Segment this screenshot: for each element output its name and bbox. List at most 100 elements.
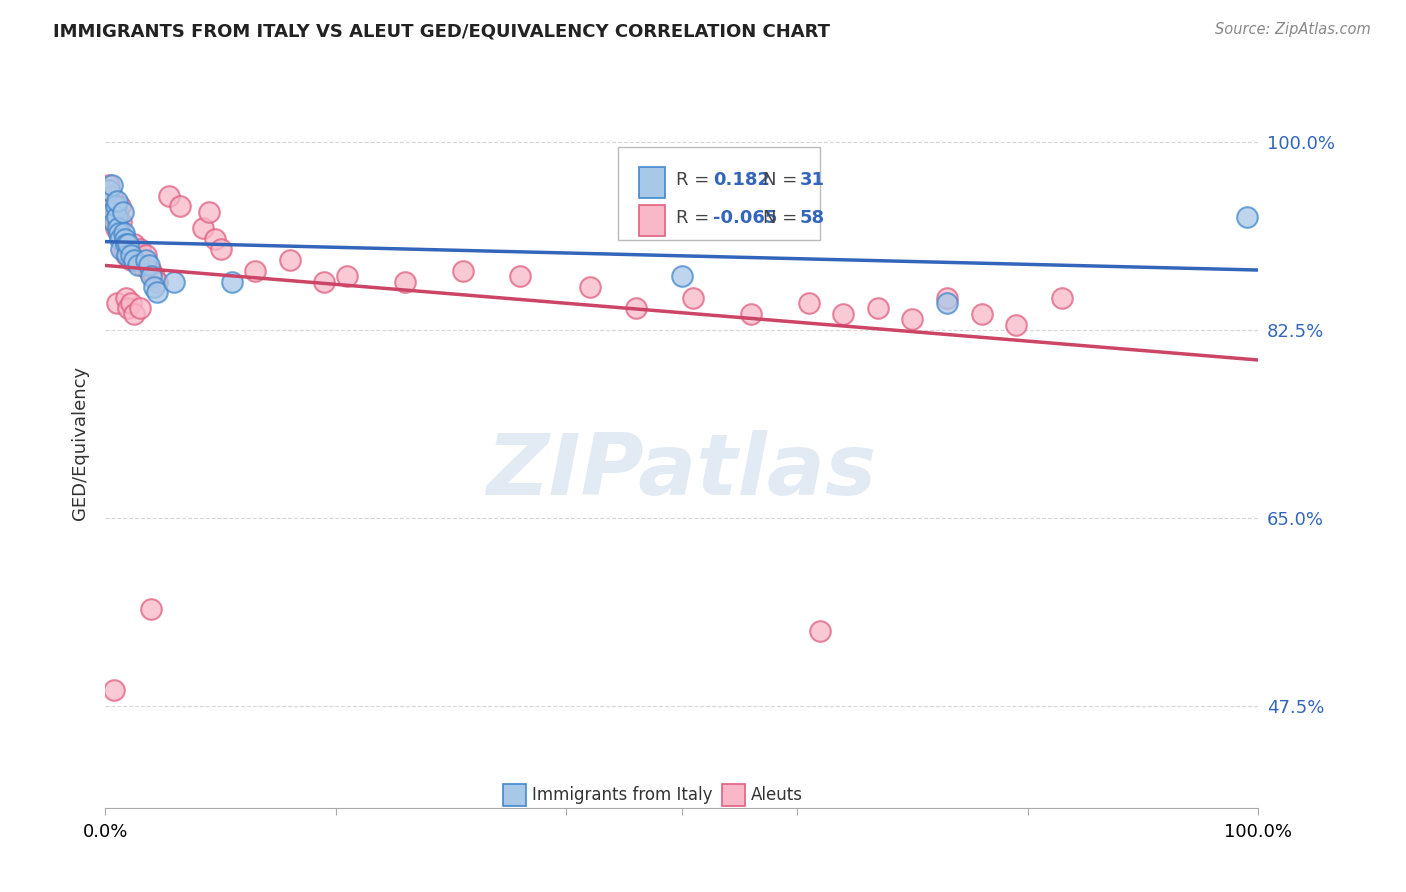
Point (740, 307, 762, 321)
Point (111, 231, 134, 245)
Point (278, 253, 301, 268)
Point (243, 264, 266, 278)
Text: ZIPatlas: ZIPatlas (486, 431, 877, 514)
Point (936, 291, 959, 305)
Point (808, 624, 831, 638)
Y-axis label: GED/Equivalency: GED/Equivalency (72, 366, 89, 520)
FancyBboxPatch shape (640, 205, 665, 236)
Point (105, 210, 128, 224)
Point (866, 301, 889, 316)
Point (108, 231, 131, 245)
Point (122, 253, 145, 268)
Point (336, 269, 359, 284)
Point (1236, 210, 1258, 224)
Point (117, 243, 139, 257)
Point (103, 215, 125, 229)
Point (142, 280, 165, 294)
Text: R =: R = (676, 171, 716, 189)
Point (832, 307, 855, 321)
Point (127, 248, 149, 262)
Point (117, 237, 139, 252)
Point (936, 296, 959, 310)
Point (97, 183, 120, 197)
Point (138, 264, 160, 278)
Point (115, 237, 138, 252)
Point (107, 220, 129, 235)
Point (141, 269, 163, 284)
Point (103, 204, 125, 219)
Point (901, 312, 924, 326)
Point (97, 178, 120, 192)
Point (110, 215, 132, 229)
Text: 58: 58 (800, 209, 824, 227)
Point (128, 301, 150, 316)
Point (146, 285, 169, 300)
Point (970, 307, 993, 321)
Text: -0.065: -0.065 (713, 209, 778, 227)
Point (193, 220, 215, 235)
Point (682, 291, 704, 305)
Point (108, 199, 131, 213)
FancyBboxPatch shape (723, 784, 745, 805)
Point (451, 264, 474, 278)
Point (115, 248, 138, 262)
Point (394, 275, 416, 289)
Point (105, 194, 128, 208)
Point (101, 178, 124, 192)
Point (120, 296, 142, 310)
Point (112, 243, 135, 257)
Point (122, 307, 145, 321)
Point (624, 301, 647, 316)
Point (314, 275, 336, 289)
Point (114, 231, 136, 245)
Text: Source: ZipAtlas.com: Source: ZipAtlas.com (1215, 22, 1371, 37)
Point (104, 220, 127, 235)
Point (141, 602, 163, 616)
Point (120, 248, 142, 262)
Point (135, 248, 157, 262)
Point (111, 204, 134, 219)
Point (104, 199, 127, 213)
Point (135, 253, 157, 268)
Point (103, 682, 125, 697)
Point (103, 210, 125, 224)
Point (797, 296, 820, 310)
Point (115, 248, 138, 262)
Point (221, 275, 243, 289)
Point (131, 259, 153, 273)
Point (112, 226, 135, 240)
Point (101, 188, 124, 202)
Point (108, 226, 131, 240)
Text: R =: R = (676, 209, 716, 227)
Point (157, 188, 180, 202)
Point (163, 275, 186, 289)
Point (209, 243, 232, 257)
Point (142, 269, 165, 284)
Point (107, 215, 129, 229)
Point (122, 237, 145, 252)
Point (115, 291, 138, 305)
FancyBboxPatch shape (640, 168, 665, 198)
FancyBboxPatch shape (503, 784, 526, 805)
Point (578, 280, 600, 294)
Point (204, 231, 226, 245)
Text: IMMIGRANTS FROM ITALY VS ALEUT GED/EQUIVALENCY CORRELATION CHART: IMMIGRANTS FROM ITALY VS ALEUT GED/EQUIV… (53, 22, 831, 40)
Point (117, 301, 139, 316)
FancyBboxPatch shape (619, 147, 820, 240)
Point (198, 204, 221, 219)
Point (103, 199, 125, 213)
Point (128, 243, 150, 257)
Point (1052, 291, 1074, 305)
Point (110, 243, 132, 257)
Point (120, 253, 142, 268)
Point (138, 259, 160, 273)
Point (509, 269, 531, 284)
Point (108, 226, 131, 240)
Text: 0.182: 0.182 (713, 171, 770, 189)
Point (146, 275, 169, 289)
Text: Immigrants from Italy: Immigrants from Italy (531, 786, 713, 804)
Point (105, 296, 128, 310)
Text: 31: 31 (800, 171, 824, 189)
Point (671, 269, 693, 284)
Text: N =: N = (762, 171, 803, 189)
